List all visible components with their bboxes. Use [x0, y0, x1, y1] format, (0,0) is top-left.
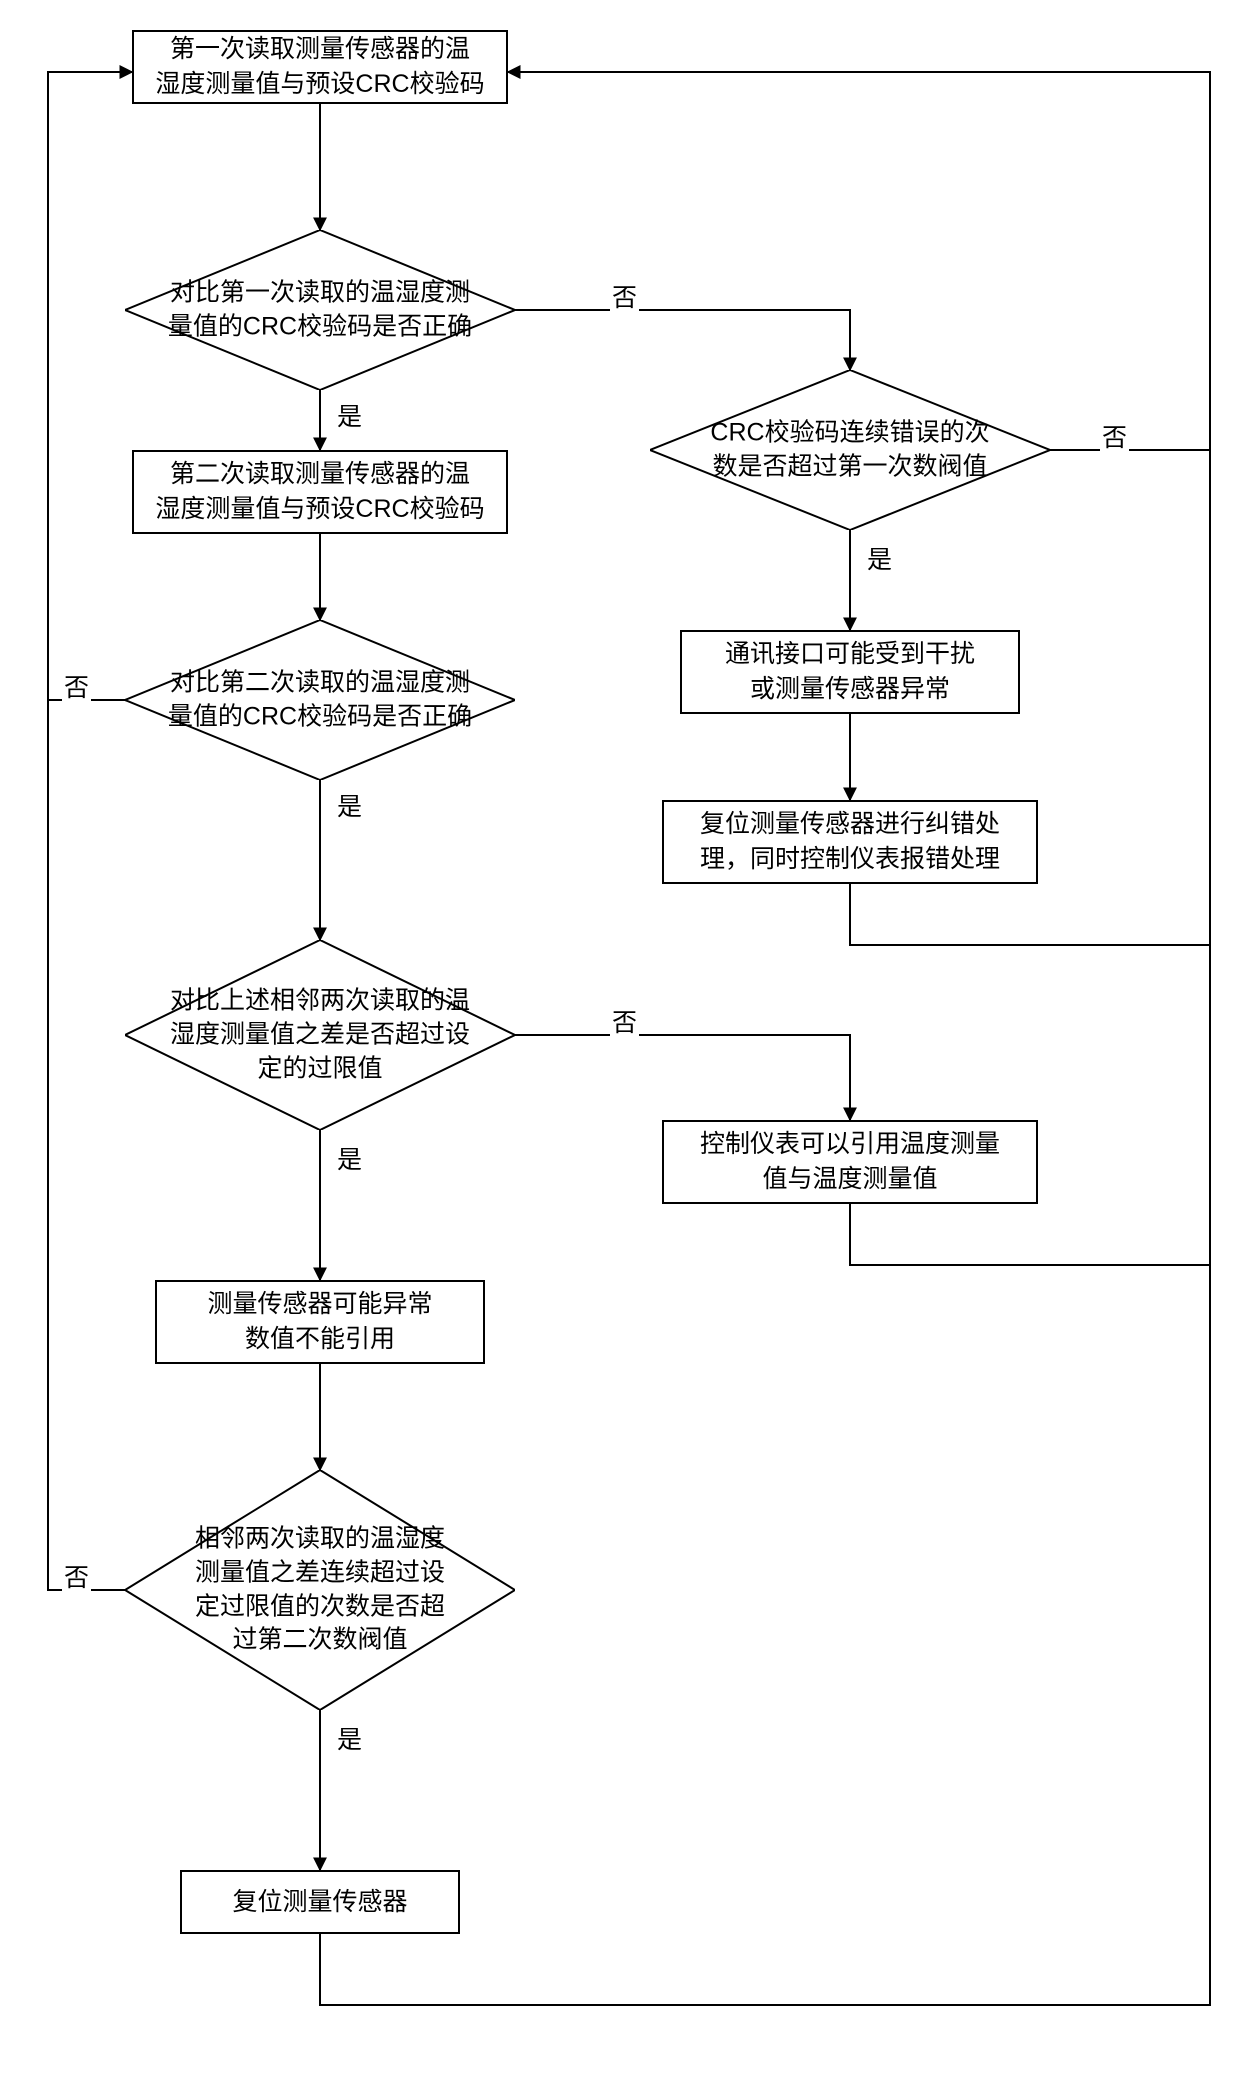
edge-label-yes: 是 — [335, 1720, 364, 1756]
process-reset-sensor: 复位测量传感器 — [180, 1870, 460, 1934]
edge-label-yes: 是 — [335, 1140, 364, 1176]
node-text: 对比第一次读取的温湿度测量值的CRC校验码是否正确 — [164, 276, 476, 344]
node-text: 对比上述相邻两次读取的温湿度测量值之差是否超过设定的过限值 — [164, 984, 476, 1085]
node-text: 第一次读取测量传感器的温湿度测量值与预设CRC校验码 — [155, 32, 484, 102]
edge-label-no: 否 — [610, 278, 639, 314]
edge-label-yes: 是 — [335, 397, 364, 433]
edge-label-no: 否 — [62, 668, 91, 704]
process-second-read: 第二次读取测量传感器的温湿度测量值与预设CRC校验码 — [132, 450, 508, 534]
node-text: 对比第二次读取的温湿度测量值的CRC校验码是否正确 — [164, 666, 476, 734]
node-text: 复位测量传感器 — [232, 1885, 407, 1920]
edge-label-no: 否 — [62, 1558, 91, 1594]
node-text: CRC校验码连续错误的次数是否超过第一次数阀值 — [690, 416, 1010, 484]
decision-first-crc: 对比第一次读取的温湿度测量值的CRC校验码是否正确 — [125, 230, 515, 390]
decision-crc-error-count: CRC校验码连续错误的次数是否超过第一次数阀值 — [650, 370, 1050, 530]
decision-diff-count: 相邻两次读取的温湿度测量值之差连续超过设定过限值的次数是否超过第二次数阀值 — [125, 1470, 515, 1710]
edge-label-no: 否 — [610, 1003, 639, 1039]
node-text: 第二次读取测量传感器的温湿度测量值与预设CRC校验码 — [155, 457, 484, 527]
decision-second-crc: 对比第二次读取的温湿度测量值的CRC校验码是否正确 — [125, 620, 515, 780]
node-text: 控制仪表可以引用温度测量值与温度测量值 — [700, 1127, 1000, 1197]
edge-label-no: 否 — [1100, 418, 1129, 454]
edge-label-yes: 是 — [865, 540, 894, 576]
process-first-read: 第一次读取测量传感器的温湿度测量值与预设CRC校验码 — [132, 30, 508, 104]
process-interface-disturbed: 通讯接口可能受到干扰或测量传感器异常 — [680, 630, 1020, 714]
node-text: 测量传感器可能异常数值不能引用 — [207, 1287, 432, 1357]
decision-diff-limit: 对比上述相邻两次读取的温湿度测量值之差是否超过设定的过限值 — [125, 940, 515, 1130]
process-sensor-abnormal: 测量传感器可能异常数值不能引用 — [155, 1280, 485, 1364]
process-use-values: 控制仪表可以引用温度测量值与温度测量值 — [662, 1120, 1038, 1204]
node-text: 通讯接口可能受到干扰或测量传感器异常 — [725, 637, 975, 707]
node-text: 复位测量传感器进行纠错处理，同时控制仪表报错处理 — [700, 807, 1000, 877]
process-reset-and-alarm: 复位测量传感器进行纠错处理，同时控制仪表报错处理 — [662, 800, 1038, 884]
node-text: 相邻两次读取的温湿度测量值之差连续超过设定过限值的次数是否超过第二次数阀值 — [184, 1523, 457, 1658]
edge-label-yes: 是 — [335, 787, 364, 823]
